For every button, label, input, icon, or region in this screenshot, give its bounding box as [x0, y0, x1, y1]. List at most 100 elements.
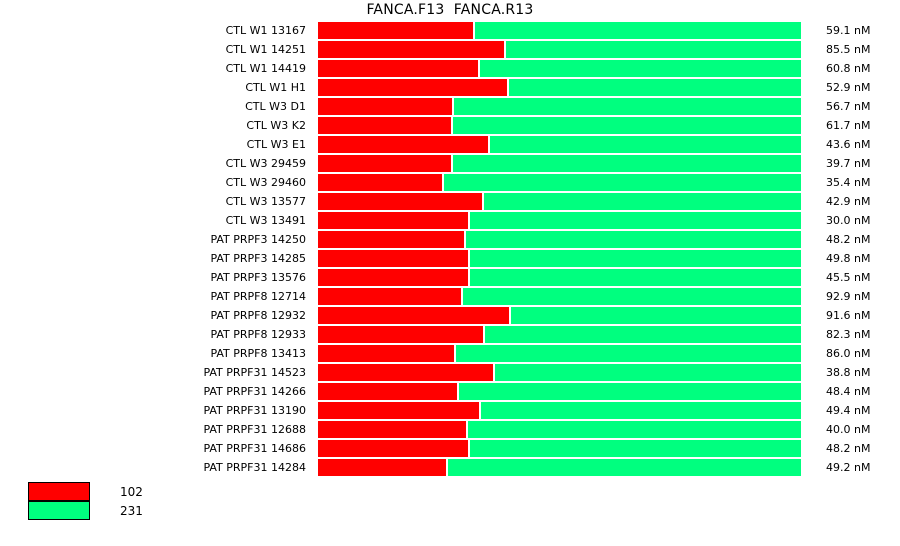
legend-swatch-231 [28, 500, 90, 520]
row-value: 48.2 nM [826, 442, 871, 455]
bar-segment-102 [318, 250, 469, 267]
row-value: 85.5 nM [826, 43, 871, 56]
chart-title: FANCA.F13 FANCA.R13 [366, 2, 534, 18]
chart-row: CTL W1 H1 52.9 nM [0, 78, 870, 97]
row-label: CTL W1 13167 [225, 24, 306, 37]
bar-segment-102 [318, 79, 507, 96]
chart-row: CTL W3 D1 56.7 nM [0, 97, 870, 116]
bar-segment-102 [318, 364, 493, 381]
chart-row: PAT PRPF31 13190 49.4 nM [0, 401, 870, 420]
row-label: PAT PRPF8 13413 [210, 347, 306, 360]
row-value: 92.9 nM [826, 290, 871, 303]
bar-segment-231 [462, 288, 801, 305]
bar-segment-231 [459, 383, 801, 400]
row-value: 60.8 nM [826, 62, 871, 75]
row-value: 43.6 nM [826, 138, 871, 151]
row-value: 30.0 nM [826, 214, 871, 227]
row-value: 52.9 nM [826, 81, 871, 94]
row-label: PAT PRPF3 14250 [210, 233, 306, 246]
bar-segment-102 [318, 41, 504, 58]
row-value: 49.4 nM [826, 404, 871, 417]
bar-track [318, 22, 801, 39]
bar-track [318, 79, 801, 96]
bar-segment-102 [318, 136, 489, 153]
bar-rows: CTL W1 13167 59.1 nM CTL W1 14251 85.5 nM CT… [0, 21, 870, 477]
row-label: CTL W3 13491 [225, 214, 306, 227]
row-label: PAT PRPF8 12714 [210, 290, 306, 303]
row-label: CTL W3 D1 [245, 100, 306, 113]
bar-segment-231 [470, 212, 801, 229]
bar-track [318, 60, 801, 77]
bar-segment-102 [318, 117, 451, 134]
chart-row: CTL W3 K2 61.7 nM [0, 116, 870, 135]
bar-segment-231 [484, 193, 801, 210]
chart-row: PAT PRPF3 14285 49.8 nM [0, 249, 870, 268]
bar-segment-102 [318, 307, 509, 324]
bar-track [318, 440, 801, 457]
bar-track [318, 345, 801, 362]
row-value: 38.8 nM [826, 366, 871, 379]
bar-segment-102 [318, 459, 446, 476]
bar-track [318, 307, 801, 324]
bar-segment-231 [508, 79, 801, 96]
row-value: 42.9 nM [826, 195, 871, 208]
bar-segment-102 [318, 231, 464, 248]
bar-track [318, 41, 801, 58]
legend-swatch-102 [28, 482, 90, 501]
bar-segment-231 [485, 326, 801, 343]
bar-track [318, 364, 801, 381]
row-value: 86.0 nM [826, 347, 871, 360]
legend-item: 102 [28, 482, 143, 501]
bar-segment-231 [444, 174, 801, 191]
bar-track [318, 231, 801, 248]
bar-segment-231 [470, 440, 801, 457]
bar-track [318, 212, 801, 229]
row-label: CTL W3 E1 [246, 138, 306, 151]
chart-row: CTL W1 14251 85.5 nM [0, 40, 870, 59]
row-label: PAT PRPF31 12688 [203, 423, 306, 436]
bar-segment-231 [480, 402, 801, 419]
bar-segment-231 [505, 41, 801, 58]
chart-row: PAT PRPF31 14284 49.2 nM [0, 458, 870, 477]
row-label: CTL W1 14251 [225, 43, 306, 56]
row-label: PAT PRPF31 14266 [203, 385, 306, 398]
chart-row: PAT PRPF8 12932 91.6 nM [0, 306, 870, 325]
legend-label: 102 [120, 484, 143, 499]
row-label: PAT PRPF3 13576 [210, 271, 306, 284]
bar-segment-102 [318, 421, 466, 438]
chart-row: PAT PRPF8 13413 86.0 nM [0, 344, 870, 363]
row-value: 45.5 nM [826, 271, 871, 284]
chart-row: PAT PRPF31 14266 48.4 nM [0, 382, 870, 401]
row-value: 59.1 nM [826, 24, 871, 37]
bar-track [318, 250, 801, 267]
bar-track [318, 269, 801, 286]
row-label: PAT PRPF8 12932 [210, 309, 306, 322]
row-value: 49.2 nM [826, 461, 871, 474]
bar-track [318, 402, 801, 419]
chart-legend: 102 231 [28, 482, 143, 520]
bar-track [318, 98, 801, 115]
chart-row: PAT PRPF8 12933 82.3 nM [0, 325, 870, 344]
chart-row: CTL W3 13577 42.9 nM [0, 192, 870, 211]
row-value: 49.8 nM [826, 252, 871, 265]
bar-track [318, 459, 801, 476]
bar-segment-102 [318, 98, 452, 115]
bar-segment-102 [318, 60, 478, 77]
bar-segment-231 [494, 364, 801, 381]
bar-segment-231 [467, 421, 801, 438]
bar-segment-102 [318, 212, 469, 229]
chart-row: PAT PRPF31 14686 48.2 nM [0, 439, 870, 458]
bar-segment-231 [475, 22, 801, 39]
bar-track [318, 136, 801, 153]
row-label: CTL W3 K2 [246, 119, 306, 132]
chart-row: CTL W3 13491 30.0 nM [0, 211, 870, 230]
row-value: 35.4 nM [826, 176, 871, 189]
row-label: PAT PRPF8 12933 [210, 328, 306, 341]
bar-segment-102 [318, 402, 479, 419]
row-label: CTL W3 29459 [225, 157, 306, 170]
bar-segment-102 [318, 288, 461, 305]
bar-segment-231 [447, 459, 801, 476]
chart-row: PAT PRPF3 14250 48.2 nM [0, 230, 870, 249]
chart-row: PAT PRPF31 12688 40.0 nM [0, 420, 870, 439]
bar-segment-102 [318, 383, 458, 400]
